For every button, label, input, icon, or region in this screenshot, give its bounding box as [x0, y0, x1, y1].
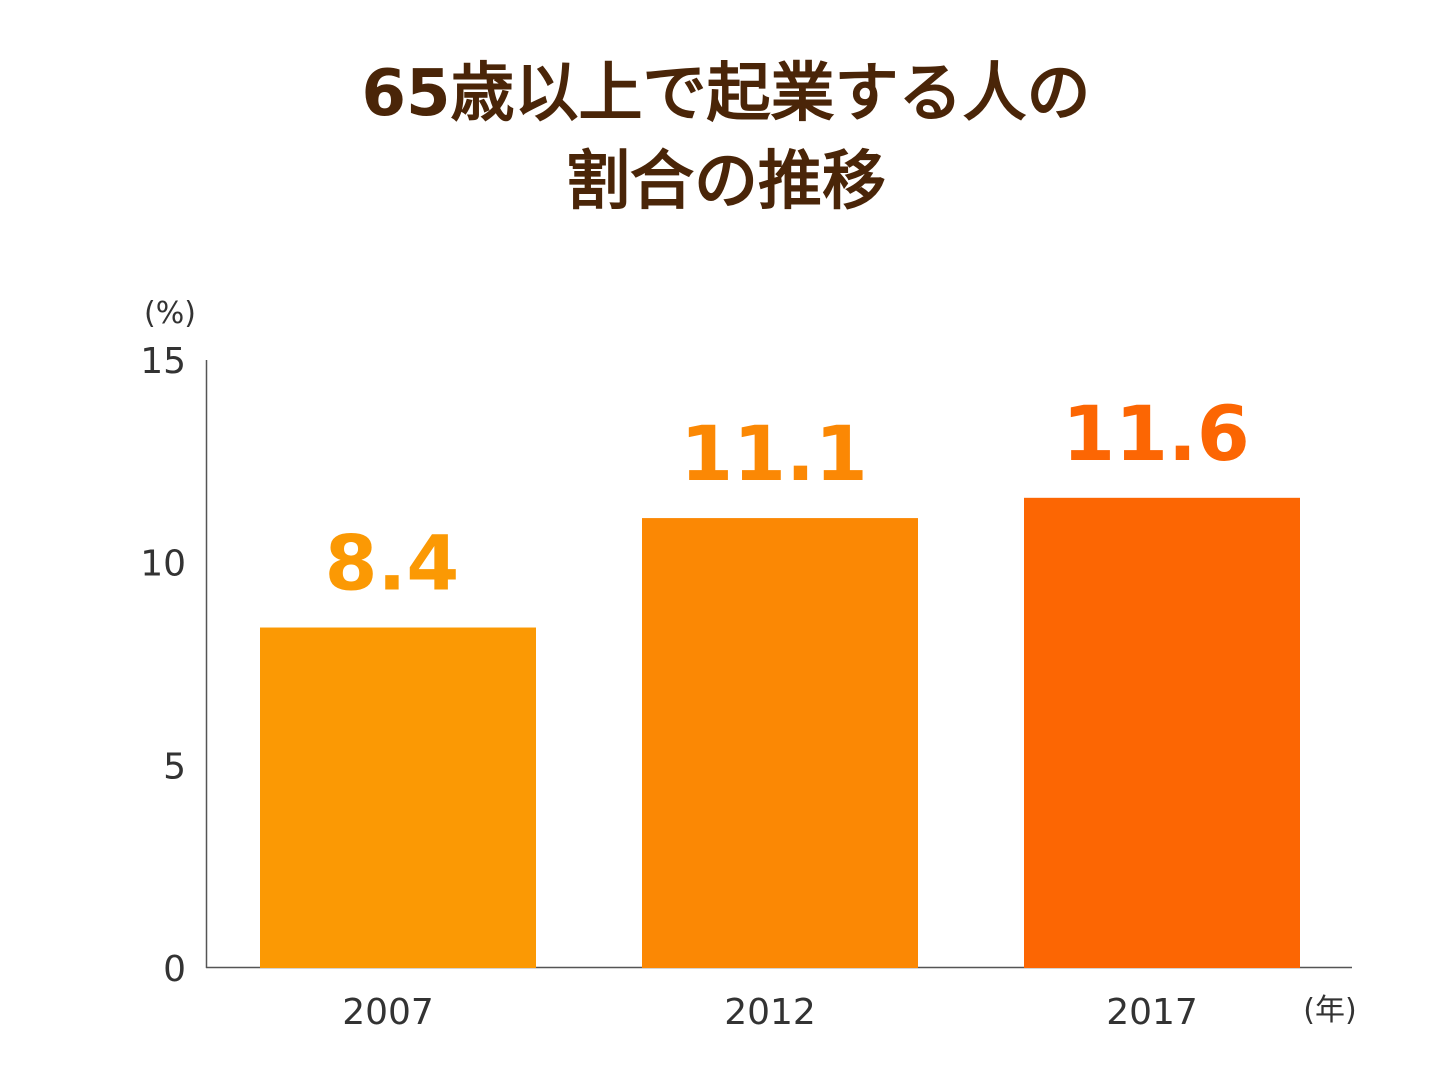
y-tick-label: 10 [140, 544, 186, 585]
x-axis-unit-label: (年) [1303, 993, 1356, 1028]
y-tick-label: 15 [140, 341, 186, 382]
x-tick-label-2007: 2007 [342, 992, 434, 1033]
value-label-2007: 8.4 [325, 519, 460, 608]
bars [260, 497, 1300, 968]
x-tick-label-2017: 2017 [1106, 992, 1198, 1033]
chart-title-line-2: 割合の推移 [566, 145, 886, 219]
y-tick-label: 5 [163, 746, 186, 787]
x-tick-label-2012: 2012 [724, 992, 816, 1033]
value-label-2012: 11.1 [680, 409, 868, 498]
bar-2017 [1024, 497, 1300, 968]
bar-2012 [642, 518, 918, 968]
y-tick-label: 0 [163, 949, 186, 990]
y-axis-unit-label: (%) [144, 296, 196, 331]
x-tick-labels: 2007 2012 2017 [342, 992, 1198, 1033]
value-label-2017: 11.6 [1062, 389, 1250, 478]
chart-title-line-1: 65歳以上で起業する人の [361, 57, 1091, 131]
bar-2007 [260, 627, 536, 968]
value-labels: 8.4 11.1 11.6 [325, 389, 1250, 608]
y-tick-labels: 0 5 10 15 [140, 341, 186, 990]
